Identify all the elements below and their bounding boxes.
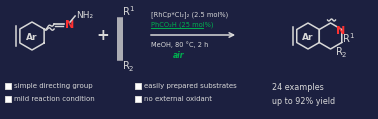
Text: mild reaction condition: mild reaction condition bbox=[14, 96, 94, 102]
Text: simple directing group: simple directing group bbox=[14, 83, 92, 89]
Text: Ar: Ar bbox=[302, 32, 314, 42]
Text: +: + bbox=[97, 28, 109, 44]
Bar bbox=[135, 83, 141, 89]
Text: R: R bbox=[336, 47, 342, 57]
Text: R: R bbox=[343, 35, 350, 45]
Text: 24 examples
up to 92% yield: 24 examples up to 92% yield bbox=[272, 83, 335, 106]
Text: R: R bbox=[123, 7, 130, 17]
Bar bbox=[5, 83, 11, 89]
Text: air: air bbox=[173, 52, 184, 60]
Text: Ar: Ar bbox=[26, 32, 38, 42]
Text: no external oxidant: no external oxidant bbox=[144, 96, 212, 102]
Text: MeOH, 80 °C, 2 h: MeOH, 80 °C, 2 h bbox=[151, 42, 208, 48]
Text: [RhCp*Cl₂]₂ (2.5 mol%): [RhCp*Cl₂]₂ (2.5 mol%) bbox=[151, 12, 228, 18]
Text: easily prepared substrates: easily prepared substrates bbox=[144, 83, 236, 89]
Text: N: N bbox=[336, 25, 345, 35]
Text: 1: 1 bbox=[129, 6, 133, 12]
Text: NH₂: NH₂ bbox=[76, 10, 93, 20]
Text: R: R bbox=[123, 61, 130, 71]
Bar bbox=[5, 96, 11, 102]
Text: N: N bbox=[65, 20, 74, 30]
Bar bbox=[135, 96, 141, 102]
Text: 1: 1 bbox=[349, 34, 353, 40]
Text: 2: 2 bbox=[129, 66, 133, 72]
Text: 2: 2 bbox=[341, 52, 346, 58]
Text: PhCO₂H (25 mol%): PhCO₂H (25 mol%) bbox=[151, 22, 214, 28]
